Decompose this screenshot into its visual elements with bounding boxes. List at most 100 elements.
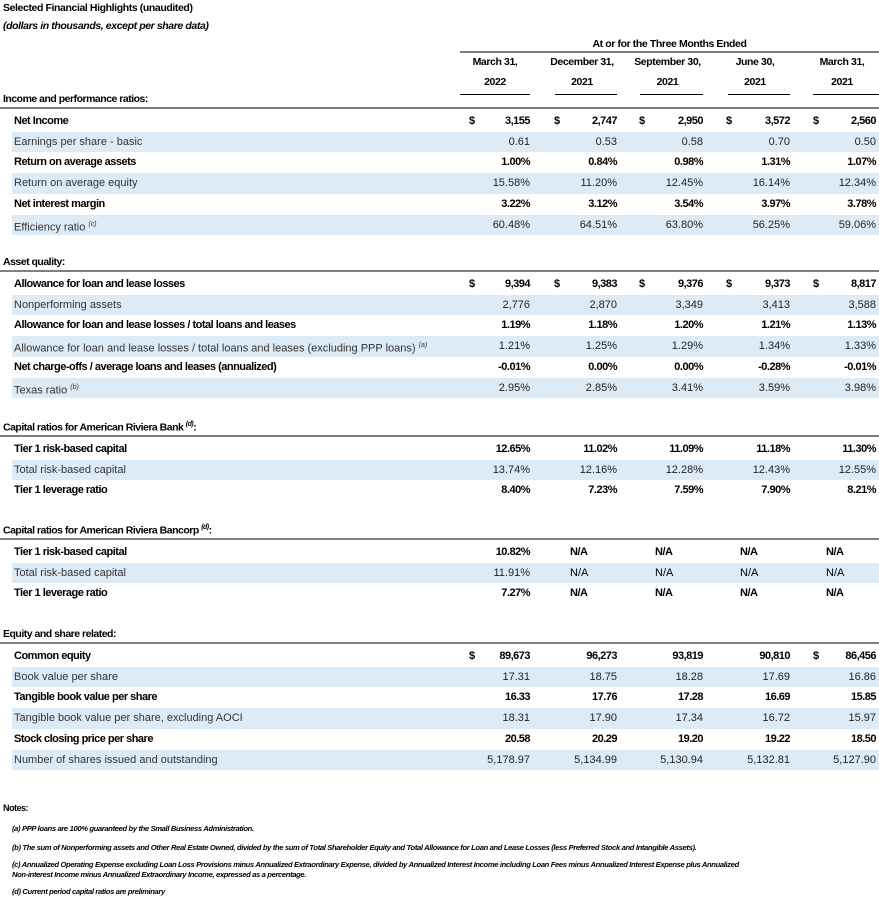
- row-label: Stock closing price per share: [14, 729, 153, 750]
- row-label: Return on average assets: [14, 152, 136, 173]
- table-row: Return on average assets 1.00% 0.84% 0.98% 1…: [12, 152, 879, 173]
- section-title-text: Capital ratios for American Riviera Bank: [3, 421, 184, 434]
- section-title: Capital ratios for American Riviera Banc…: [3, 524, 212, 537]
- notes-title: Notes:: [3, 803, 29, 813]
- table-cell-value: 7.27%: [501, 587, 530, 600]
- table-cell-value: 17.31: [502, 670, 530, 683]
- footnote: (b) The sum of Nonperforming assets and …: [12, 843, 697, 852]
- table-cell-value: 11.20%: [580, 177, 618, 190]
- table-row: Tangible book value per share 16.33 17.76 1…: [12, 687, 879, 708]
- table-cell-value: N/A: [655, 587, 673, 600]
- row-label: Allowance for loan and lease losses / to…: [14, 315, 296, 336]
- table-cell-value: 5,127.90: [833, 753, 876, 766]
- row-label: Tier 1 risk-based capital: [14, 439, 127, 460]
- section-title: Equity and share related:: [3, 628, 116, 640]
- row-label-text: Tier 1 risk-based capital: [14, 443, 127, 455]
- table-cell-value: 2,776: [502, 298, 530, 311]
- row-label-text: Net Income: [14, 115, 69, 127]
- row-label: Allowance for loan and lease losses / to…: [14, 336, 427, 359]
- row-label: Number of shares issued and outstanding: [14, 750, 218, 771]
- table-cell-value: 7.23%: [588, 484, 617, 497]
- table-cell-value: 8.40%: [501, 484, 530, 497]
- table-cell-value: 12.55%: [838, 463, 876, 476]
- table-cell-value: 8,817: [850, 278, 877, 290]
- row-label-text: Efficiency ratio: [14, 221, 86, 234]
- column-header: June 30, 2021: [720, 52, 790, 92]
- section-rule: [0, 435, 879, 437]
- row-label-text: Tier 1 leverage ratio: [14, 587, 108, 600]
- row-label-text: Return on average equity: [14, 177, 138, 190]
- column-header-rule: [728, 94, 790, 95]
- table-cell-value: 15.97: [848, 712, 876, 725]
- table-cell-value: 0.00%: [588, 360, 617, 373]
- column-header-line2: 2021: [656, 76, 679, 88]
- footnote: (d) Current period capital ratios are pr…: [12, 887, 165, 896]
- row-label-text: Tier 1 risk-based capital: [14, 546, 127, 558]
- table-cell-value: 17.69: [762, 670, 790, 683]
- table-cell-value: N/A: [826, 566, 845, 579]
- table-cell-value: 3.78%: [847, 197, 876, 210]
- table-row: Tier 1 leverage ratio 8.40% 7.23% 7.59% 7.90…: [12, 480, 879, 501]
- section-title-text: Capital ratios for American Riviera Banc…: [3, 524, 199, 537]
- table-cell-value: N/A: [570, 546, 588, 558]
- period-rule: [460, 51, 879, 53]
- row-label-text: Allowance for loan and lease losses: [14, 278, 185, 290]
- table-cell-value: 17.76: [591, 691, 618, 704]
- table-row: Net charge-offs / average loans and leas…: [12, 357, 879, 378]
- row-label: Tier 1 leverage ratio: [14, 583, 108, 604]
- table-cell-value: 9,373: [764, 278, 791, 290]
- dollar-sign: $: [554, 278, 560, 290]
- table-row: Total risk-based capital 11.91% N/A N/A N/A N…: [12, 562, 879, 584]
- column-header: September 30, 2021: [632, 52, 703, 92]
- column-header-rule: [813, 94, 879, 95]
- table-cell-value: 12.28%: [665, 463, 703, 476]
- section-title-text: Equity and share related:: [3, 628, 116, 640]
- table-row: Allowance for loan and lease losses / to…: [12, 315, 879, 336]
- column-header: March 31, 2022: [460, 52, 530, 92]
- table-cell-value: 1.20%: [674, 319, 703, 332]
- table-cell-value: 3.59%: [758, 381, 790, 394]
- table-cell-value: 56.25%: [752, 218, 790, 231]
- column-header-line1: September 30,: [634, 56, 701, 68]
- table-cell-value: 2.85%: [585, 381, 617, 394]
- footnote: Non-interest Income minus Annualized Ext…: [12, 870, 307, 879]
- section-title: Capital ratios for American Riviera Bank…: [3, 421, 197, 434]
- table-cell-value: 3.22%: [501, 197, 530, 210]
- row-label-text: Net charge-offs / average loans and leas…: [14, 360, 277, 373]
- row-label: Total risk-based capital: [14, 460, 126, 481]
- table-cell-value: N/A: [655, 566, 674, 579]
- table-cell-value: 18.31: [502, 712, 530, 725]
- table-cell-value: 0.84%: [588, 156, 617, 169]
- section-rule: [0, 270, 879, 272]
- dollar-sign: $: [469, 278, 475, 290]
- table-cell-value: 18.28: [675, 670, 703, 683]
- column-header-line1: March 31,: [472, 56, 518, 68]
- column-header-line2: 2021: [571, 76, 593, 88]
- column-header-rule: [640, 94, 703, 95]
- table-row: Net interest margin 3.22% 3.12% 3.54% 3.97% 3…: [12, 194, 879, 215]
- table-cell-value: 2,950: [677, 115, 704, 127]
- section-title-colon: :: [208, 524, 213, 537]
- section-title-text: Income and performance ratios:: [3, 93, 148, 105]
- section-title-text: Asset quality:: [3, 256, 65, 268]
- table-cell-value: -0.01%: [498, 360, 530, 373]
- table-cell-value: 11.18%: [756, 443, 790, 455]
- table-row: Common equity $89,673 96,273 93,819 90,810 $8…: [12, 646, 879, 667]
- table-cell-value: 3,349: [675, 298, 703, 311]
- row-label: Net interest margin: [14, 194, 105, 215]
- row-label: Return on average equity: [14, 173, 138, 194]
- table-cell-value: 12.65%: [495, 443, 531, 455]
- table-cell-value: 86,456: [845, 650, 876, 662]
- table-cell-value: 8.21%: [847, 484, 876, 497]
- row-label: Tangible book value per share: [14, 687, 158, 708]
- table-row: Nonperforming assets 2,776 2,870 3,349 3,413…: [12, 294, 879, 316]
- table-row: Tangible book value per share, excluding…: [12, 708, 879, 729]
- column-header-line2: 2022: [484, 76, 506, 88]
- footnote: (a) PPP loans are 100% guaranteed by the…: [12, 824, 254, 833]
- table-cell-value: N/A: [826, 587, 844, 600]
- table-row: Net Income $3,155 $2,747 $2,950 $3,572 $2,560: [12, 111, 879, 132]
- row-label-text: Book value per share: [14, 670, 118, 683]
- table-cell-value: 17.90: [589, 712, 617, 725]
- dollar-sign: $: [726, 115, 732, 127]
- table-cell-value: 11.30%: [842, 443, 876, 455]
